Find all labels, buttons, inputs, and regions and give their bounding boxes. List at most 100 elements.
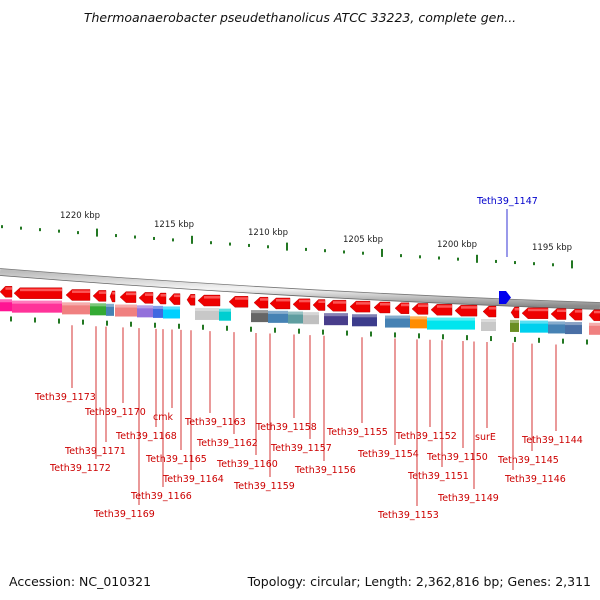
gene-arrow-highlight [276,298,290,302]
domain-track [0,299,600,335]
scale-tick [343,250,345,254]
scale-label: 1195 kbp [532,243,572,253]
domain-block-shine [153,305,163,309]
domain-block-shine [115,304,137,308]
scale-tick [248,243,250,247]
gene-label[interactable]: Teth39_1164 [162,474,224,485]
scale-tick [286,242,288,251]
domain-tick [370,331,372,337]
domain-block-shine [288,311,303,315]
domain-tick [514,336,516,342]
gene-label[interactable]: Teth39_1163 [184,417,246,428]
domain-block [106,303,114,316]
scale-tick [191,235,193,244]
domain-tick [490,336,492,342]
gene-label[interactable]: Teth39_1168 [115,431,177,442]
scale-tick [267,245,269,249]
gene-label[interactable]: Teth39_1170 [84,407,146,418]
domain-block-shine [12,300,62,304]
domain-block-shine [589,322,600,326]
gene-label[interactable]: Teth39_1157 [270,443,332,454]
highlight-gene-label[interactable]: Teth39_1147 [476,196,538,207]
scale-ticks [1,225,573,269]
gene-label[interactable]: Teth39_1156 [294,465,356,476]
gene-arrow-highlight [574,310,582,313]
gene-label[interactable]: cmk [153,412,173,423]
scale-tick [552,263,554,267]
gene-label[interactable]: surE [475,432,496,443]
domain-tick [10,316,12,322]
domain-block [251,310,268,323]
scale-tick [153,236,155,240]
gene-label[interactable]: Teth39_1160 [216,459,278,470]
gene-label[interactable]: Teth39_1151 [407,471,469,482]
gene-arrow-highlight [488,307,496,310]
scale-tick [115,234,117,238]
scale-tick [172,238,174,242]
scale-tick [381,248,383,257]
gene-arrow-highlight [401,303,409,307]
domain-block-shine [410,316,427,320]
domain-ticks [10,316,588,345]
gene-arrow-highlight [98,291,106,294]
domain-tick [106,320,108,326]
scale-tick [1,225,3,229]
highlighted-gene[interactable]: Teth39_1147 [476,196,538,304]
domain-block [410,316,427,329]
domain-block-shine [163,306,180,310]
gene-label[interactable]: Teth39_1145 [497,455,559,466]
gene-label[interactable]: Teth39_1171 [64,446,126,457]
domain-tick [346,330,348,336]
gene-label[interactable]: Teth39_1150 [426,452,488,463]
highlight-gene-arrow[interactable] [499,291,511,304]
gene-label[interactable]: Teth39_1149 [437,493,499,504]
domain-block-shine [62,302,90,306]
gene-label[interactable]: Teth39_1146 [504,474,566,485]
domain-block-shine [324,313,348,317]
domain-tick [82,319,84,325]
gene-label[interactable]: Teth39_1165 [145,454,207,465]
domain-block-shine [137,305,153,309]
domain-block [385,315,410,328]
gene-arrow-highlight [514,307,519,311]
domain-block [12,300,62,313]
domain-block [115,304,137,317]
gene-arrow-highlight [318,300,325,304]
scale-label: 1200 kbp [437,240,477,250]
domain-block-shine [481,318,496,322]
domain-block [481,318,496,331]
scale-label: 1210 kbp [248,228,288,238]
gene-label[interactable]: Teth39_1162 [196,438,258,449]
gene-arrow-highlight [235,297,248,300]
domain-tick [466,335,468,341]
domain-block-shine [520,320,548,324]
domain-tick [418,333,420,339]
gene-label[interactable]: Teth39_1159 [233,481,295,492]
domain-tick [154,322,156,328]
gene-arrow-highlight [5,287,12,290]
gene-label[interactable]: Teth39_1155 [326,427,388,438]
gene-arrow-highlight [126,292,136,296]
domain-tick [34,317,36,323]
domain-block [510,319,519,332]
gene-label[interactable]: Teth39_1172 [49,463,111,474]
gene-label[interactable]: Teth39_1154 [357,449,419,460]
gene-label[interactable]: Teth39_1158 [255,422,317,433]
domain-block-shine [510,319,519,323]
scale-tick [533,262,535,266]
gene-label[interactable]: Teth39_1152 [395,431,457,442]
gene-label[interactable]: Teth39_1153 [377,510,439,521]
domain-block [520,320,548,333]
genome-backbone-edge [0,275,600,310]
scale-tick [210,241,212,245]
scale-tick [362,251,364,255]
domain-tick [298,328,300,334]
gene-label[interactable]: Teth39_1173 [34,392,96,403]
gene-arrow-highlight [593,310,600,314]
gene-label[interactable]: Teth39_1144 [521,435,583,446]
gene-arrow-highlight [418,304,428,307]
gene-label[interactable]: Teth39_1166 [130,491,192,502]
gene-label[interactable]: Teth39_1169 [93,509,155,520]
gene-arrow-highlight [461,306,477,309]
